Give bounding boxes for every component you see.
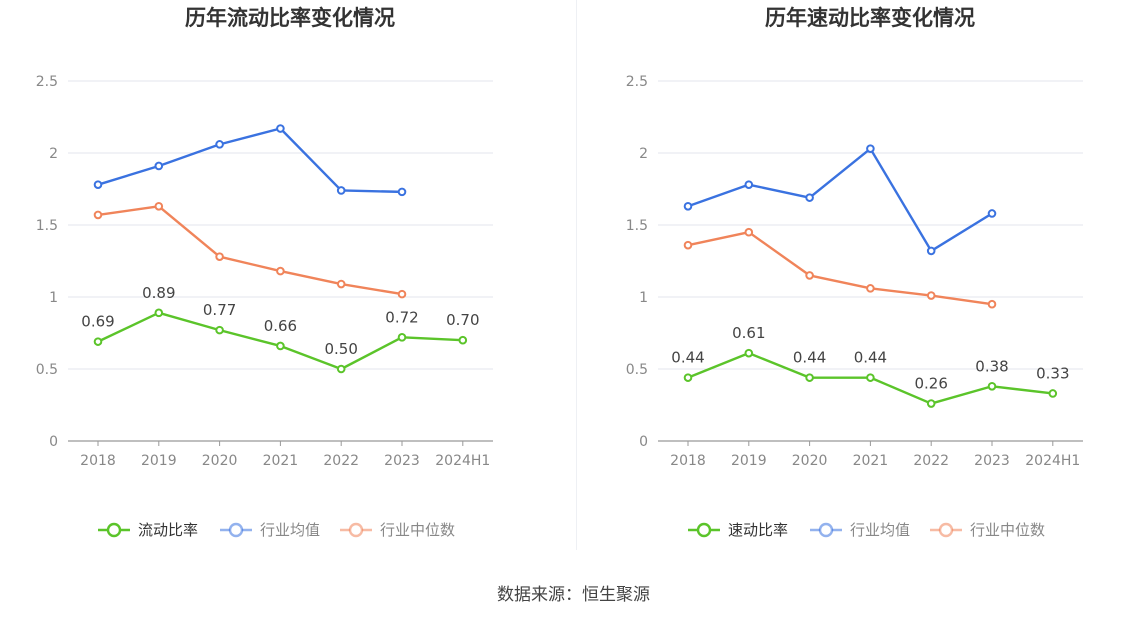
x-tick-label: 2019	[141, 453, 177, 469]
y-tick-label: 2.5	[626, 74, 648, 90]
series-line-行业中位数	[687, 230, 993, 306]
legend-marker	[696, 522, 712, 538]
x-tick-label: 2022	[913, 453, 949, 469]
data-point	[276, 124, 285, 133]
x-tick-label: 2024H1	[1025, 453, 1080, 469]
y-tick-label: 0.5	[36, 362, 58, 378]
legend-item-行业中位数[interactable]: 行业中位数	[970, 521, 1045, 539]
data-label: 0.38	[975, 357, 1008, 375]
legend-marker	[228, 522, 244, 538]
data-label: 0.44	[671, 349, 704, 367]
data-point	[276, 341, 285, 351]
data-point	[93, 180, 103, 189]
data-point	[866, 284, 875, 293]
data-point	[215, 325, 224, 335]
data-label: 0.66	[264, 317, 297, 335]
data-point	[154, 308, 164, 318]
y-tick-label: 1.5	[36, 218, 58, 234]
x-tick-label: 2021	[263, 453, 299, 469]
data-point	[93, 210, 103, 220]
x-tick-label: 2024H1	[435, 453, 490, 469]
data-label: 0.33	[1036, 364, 1069, 382]
x-tick-label: 2023	[384, 453, 420, 469]
data-label: 0.44	[854, 349, 887, 367]
legend-item-行业均值[interactable]: 行业均值	[850, 521, 910, 539]
panel-divider	[576, 0, 577, 550]
data-source: 数据来源：恒生聚源	[497, 585, 650, 605]
series-line-行业均值	[687, 147, 993, 253]
data-label: 0.69	[81, 313, 114, 331]
data-point	[866, 373, 875, 382]
x-tick-label: 2020	[792, 453, 828, 469]
y-tick-label: 2	[639, 146, 648, 162]
data-point	[336, 364, 346, 374]
data-point	[744, 227, 754, 237]
x-tick-label: 2023	[974, 453, 1010, 469]
data-point	[336, 279, 346, 289]
data-point	[397, 289, 407, 299]
chart-title-0: 历年流动比率变化情况	[185, 6, 395, 30]
data-point	[805, 271, 814, 280]
data-label: 0.61	[732, 324, 765, 342]
data-point	[987, 209, 997, 218]
legend-marker	[348, 522, 364, 538]
data-point	[397, 333, 407, 342]
legend-item-速动比率[interactable]: 速动比率	[728, 521, 788, 539]
data-point	[336, 186, 346, 195]
data-point	[154, 201, 164, 211]
data-point	[397, 187, 407, 197]
chart-title-1: 历年速动比率变化情况	[765, 6, 975, 30]
data-point	[926, 399, 936, 408]
legend-marker	[938, 522, 954, 538]
y-tick-label: 0.5	[626, 362, 648, 378]
data-point	[926, 246, 936, 256]
data-point	[866, 144, 875, 153]
x-tick-label: 2021	[853, 453, 889, 469]
x-tick-label: 2019	[731, 453, 767, 469]
series-line-行业均值	[97, 127, 403, 194]
data-point	[154, 161, 164, 171]
x-tick-label: 2020	[202, 453, 238, 469]
legend-item-行业中位数[interactable]: 行业中位数	[380, 521, 455, 539]
y-tick-label: 1	[49, 290, 58, 306]
data-point	[93, 337, 103, 346]
data-point	[1048, 389, 1058, 398]
x-tick-label: 2018	[670, 453, 706, 469]
data-point	[683, 201, 693, 211]
y-tick-label: 2.5	[36, 74, 58, 90]
data-point	[805, 193, 814, 202]
data-point	[805, 373, 814, 382]
data-point	[926, 291, 936, 300]
y-tick-label: 0	[49, 434, 58, 450]
legend-item-行业均值[interactable]: 行业均值	[260, 521, 320, 539]
data-point	[215, 140, 224, 149]
data-point	[744, 180, 754, 189]
legend-marker	[818, 522, 834, 538]
data-point	[683, 373, 693, 382]
x-tick-label: 2022	[323, 453, 359, 469]
data-point	[276, 266, 285, 276]
data-label: 0.70	[446, 311, 479, 329]
data-point	[215, 252, 224, 261]
data-label: 0.26	[914, 375, 947, 393]
data-point	[987, 299, 997, 309]
y-tick-label: 0	[639, 434, 648, 450]
y-tick-label: 2	[49, 146, 58, 162]
x-tick-label: 2018	[80, 453, 116, 469]
data-point	[458, 335, 468, 345]
legend-marker	[106, 522, 122, 538]
data-label: 0.44	[793, 349, 826, 367]
data-label: 0.72	[385, 308, 418, 326]
y-tick-label: 1	[639, 290, 648, 306]
data-label: 0.50	[324, 340, 357, 358]
data-point	[683, 240, 693, 250]
data-label: 0.77	[203, 301, 236, 319]
data-point	[744, 348, 754, 358]
y-tick-label: 1.5	[626, 218, 648, 234]
data-label: 0.89	[142, 284, 175, 302]
series-line-行业中位数	[97, 205, 403, 296]
data-point	[987, 381, 997, 391]
legend-item-流动比率[interactable]: 流动比率	[138, 521, 198, 539]
